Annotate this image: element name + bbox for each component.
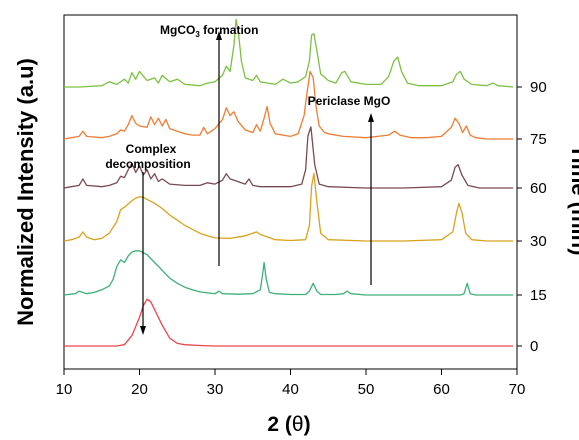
- x-axis-title: 2 (θ): [267, 413, 310, 436]
- complex-annotation-line1: Complex: [126, 142, 177, 156]
- y-axis-title: Normalized Intensity (a.u): [13, 58, 38, 326]
- x-tick-label: 40: [282, 381, 299, 398]
- periclase-arrowhead: [368, 113, 374, 122]
- time-label-0: 0: [530, 338, 538, 355]
- x-tick-label: 10: [56, 381, 73, 398]
- series-line-60-min: [63, 126, 514, 189]
- time-label-60: 60: [530, 180, 547, 197]
- x-tick-label: 70: [509, 381, 526, 398]
- series-line-90-min: [64, 18, 514, 88]
- series-group: [63, 18, 514, 347]
- complex-annotation-line2: decomposition: [105, 157, 190, 171]
- x-tick-label: 50: [358, 381, 375, 398]
- x-tick-label: 30: [207, 381, 224, 398]
- time-label-75: 75: [530, 131, 547, 148]
- mgco3-arrowhead: [216, 31, 222, 40]
- time-label-30: 30: [530, 233, 547, 250]
- series-line-30-min: [63, 172, 514, 242]
- y2-axis-title: Time (min): [567, 145, 579, 256]
- plot-frame: [63, 14, 518, 370]
- x-axis-ticks: 10 20 30 40 50 60 70: [56, 369, 526, 398]
- x-tick-label: 20: [131, 381, 148, 398]
- time-label-15: 15: [530, 287, 547, 304]
- x-tick-label: 60: [433, 381, 450, 398]
- mgco3-annotation: MgCO3 formation: [160, 23, 258, 39]
- time-labels: 0 15 30 60 75 90: [517, 79, 547, 355]
- series-line-75-min: [63, 70, 514, 140]
- time-label-90: 90: [530, 79, 547, 96]
- complex-arrowhead: [140, 326, 146, 335]
- periclase-annotation: Periclase MgO: [308, 94, 391, 108]
- annotation-arrows: [140, 31, 374, 335]
- series-line-15-min: [63, 250, 514, 296]
- series-line-0-min: [64, 298, 514, 347]
